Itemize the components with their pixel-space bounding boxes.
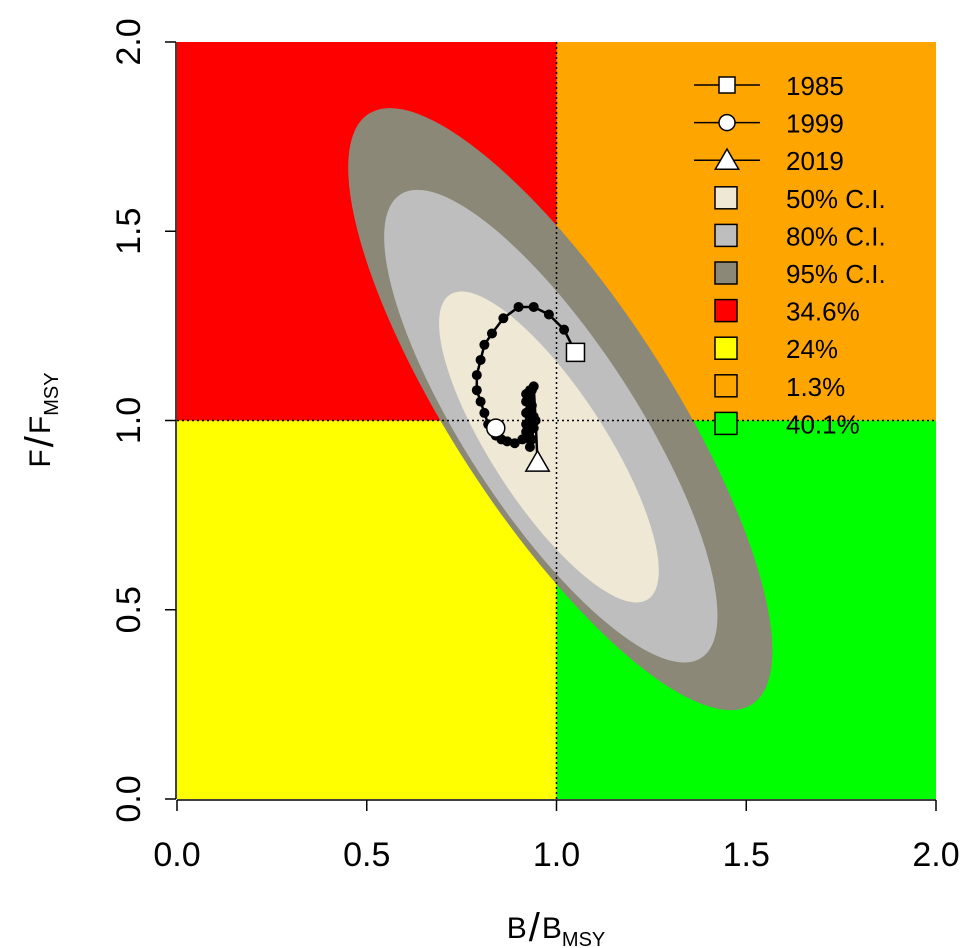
trajectory-point bbox=[475, 396, 486, 407]
trajectory-point bbox=[526, 434, 537, 445]
trajectory-point bbox=[559, 324, 570, 335]
marker-1999 bbox=[486, 418, 506, 438]
trajectory-point bbox=[475, 354, 486, 365]
legend-label: 24% bbox=[786, 334, 838, 364]
legend-label: 40.1% bbox=[786, 409, 860, 439]
legend-label: 50% C.I. bbox=[786, 184, 886, 214]
y-tick-label: 0.0 bbox=[110, 775, 148, 822]
trajectory-point bbox=[498, 313, 509, 324]
legend-label: 1999 bbox=[786, 109, 844, 139]
y-tick-label: 1.5 bbox=[110, 208, 148, 255]
year-marker-layer bbox=[486, 342, 586, 472]
legend-swatch bbox=[714, 223, 738, 248]
trajectory-point bbox=[486, 328, 497, 339]
legend-symbol-circle bbox=[718, 113, 736, 132]
y-tick-label: 2.0 bbox=[110, 18, 148, 65]
legend-swatch bbox=[714, 186, 738, 210]
x-tick-label: 0.5 bbox=[343, 836, 390, 874]
trajectory-point bbox=[526, 400, 537, 411]
trajectory-point bbox=[517, 434, 528, 445]
legend-swatch bbox=[714, 411, 738, 436]
trajectory-point bbox=[513, 301, 524, 312]
trajectory-point bbox=[528, 301, 539, 312]
trajectory-point bbox=[528, 423, 539, 434]
legend-symbol-square bbox=[718, 76, 736, 94]
trajectory-point bbox=[528, 381, 539, 392]
region-50-c-i bbox=[439, 291, 659, 603]
trajectory-point bbox=[502, 436, 513, 447]
legend-symbol-triangle bbox=[714, 147, 740, 170]
x-tick-label: 1.5 bbox=[723, 836, 770, 874]
x-tick-label: 1.0 bbox=[533, 836, 580, 874]
trajectory-point bbox=[479, 407, 490, 418]
legend-label: 34.6% bbox=[786, 297, 860, 327]
legend-item: 50% C.I. bbox=[714, 184, 886, 214]
trajectory-point bbox=[509, 438, 520, 449]
legend-swatch bbox=[714, 374, 738, 398]
legend-item: 1.3% bbox=[714, 372, 845, 402]
y-tick-label: 0.5 bbox=[110, 586, 148, 633]
legend-item: 34.6% bbox=[714, 297, 860, 327]
x-tick-label: 0.0 bbox=[153, 836, 200, 874]
trajectory-point bbox=[543, 309, 554, 320]
legend-label: 95% C.I. bbox=[786, 259, 886, 289]
x-axis-label: B/BMSY bbox=[507, 906, 606, 948]
axes: 0.0 0.5 1.0 1.5 2.0 0.0 0.5 1.0 1.5 2.0 bbox=[110, 18, 960, 874]
trajectory-point bbox=[524, 392, 535, 403]
confidence-region-layer bbox=[348, 108, 773, 711]
reference-lines bbox=[177, 42, 936, 799]
legend-item: 24% bbox=[714, 334, 838, 364]
trajectory-point bbox=[521, 407, 532, 418]
trajectory-point bbox=[521, 419, 532, 430]
legend-item: 1985 bbox=[694, 71, 844, 101]
legend-item: 40.1% bbox=[714, 409, 860, 439]
legend: 1985 1999 2019 50% C.I. 80% C.I. 95% C.I. 34.6… bbox=[694, 71, 886, 439]
legend-item: 2019 bbox=[694, 146, 844, 176]
legend-label: 1.3% bbox=[786, 372, 845, 402]
y-axis-label: F/FMSY bbox=[18, 372, 63, 467]
legend-label: 2019 bbox=[786, 146, 844, 176]
legend-item: 80% C.I. bbox=[714, 221, 886, 251]
trajectory-point bbox=[471, 370, 482, 381]
trajectory-point bbox=[530, 415, 541, 426]
trajectory-point bbox=[524, 441, 535, 452]
legend-swatch bbox=[714, 298, 738, 323]
y-tick-label: 1.0 bbox=[110, 397, 148, 444]
legend-item: 1999 bbox=[694, 109, 844, 139]
x-tick-label: 2.0 bbox=[912, 836, 959, 874]
legend-swatch bbox=[714, 261, 738, 285]
marker-2019 bbox=[524, 449, 551, 472]
trajectory-point bbox=[471, 385, 482, 396]
legend-label: 80% C.I. bbox=[786, 221, 886, 251]
legend-item: 95% C.I. bbox=[714, 259, 886, 289]
trajectory-point bbox=[479, 339, 490, 350]
legend-label: 1985 bbox=[786, 71, 844, 101]
marker-1985 bbox=[565, 342, 586, 363]
legend-swatch bbox=[714, 336, 738, 360]
